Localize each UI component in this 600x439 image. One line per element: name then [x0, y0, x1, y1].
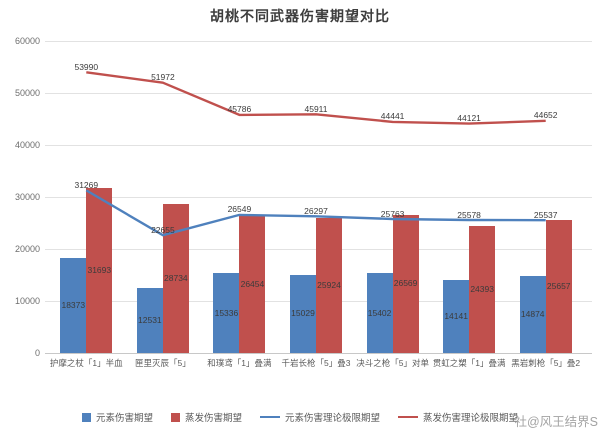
legend-line-swatch — [398, 415, 419, 419]
line-point-label: 26549 — [227, 204, 252, 215]
bar — [519, 275, 546, 353]
x-axis-tick-label: 护摩之杖「1」半血 — [49, 358, 123, 368]
line-point-label: 31269 — [74, 179, 99, 190]
bar-value-label: 14141 — [444, 310, 468, 321]
line-point-label: 44441 — [380, 111, 405, 122]
bar-value-label: 15029 — [291, 308, 315, 319]
x-axis-tick-label: 和璞鸢「1」叠满 — [207, 358, 272, 368]
bar — [290, 274, 316, 353]
y-axis-tick-label: 60000 — [14, 36, 40, 46]
bar-value-label: 26454 — [240, 278, 265, 289]
line-point-label: 25537 — [533, 209, 558, 220]
gridline — [45, 41, 592, 42]
bar-value-label: 18373 — [61, 299, 86, 310]
legend-item: 元素伤害理论极限期望 — [260, 410, 380, 424]
line-point-label: 44652 — [533, 110, 558, 121]
y-axis-tick-label: 50000 — [14, 88, 40, 98]
gridline — [45, 197, 592, 198]
line-point-label: 45786 — [227, 104, 252, 115]
bar — [60, 257, 87, 353]
bar — [443, 279, 470, 353]
bar — [136, 287, 163, 353]
bar — [239, 215, 266, 353]
legend-item: 蒸发伤害期望 — [170, 410, 242, 424]
bar-value-label: 25924 — [317, 280, 341, 291]
bar-value-label: 14874 — [520, 308, 545, 319]
bar — [392, 214, 419, 353]
line-point-label: 53990 — [74, 61, 99, 72]
bar-value-label: 15336 — [214, 307, 239, 318]
gridline — [45, 93, 592, 94]
y-axis-tick-label: 0 — [34, 348, 40, 358]
y-axis-tick-label: 10000 — [14, 296, 40, 306]
bar-value-label: 12531 — [138, 314, 162, 325]
y-axis-tick-label: 20000 — [14, 244, 40, 254]
y-axis-tick-label: 30000 — [14, 192, 40, 202]
legend-label: 蒸发伤害理论极限期望 — [423, 413, 519, 424]
line-point-label: 44121 — [457, 113, 481, 124]
x-axis-tick-label: 决斗之枪「5」对单 — [356, 358, 429, 368]
bar-value-label: 26569 — [393, 278, 418, 289]
legend-item: 元素伤害期望 — [81, 410, 153, 424]
gridline — [45, 353, 592, 354]
x-axis-tick-label: 贯虹之槊「1」叠满 — [432, 358, 506, 368]
legend-square-swatch — [170, 412, 180, 422]
line-point-label: 26297 — [304, 205, 328, 216]
x-axis-tick-label: 千岩长枪「5」叠3 — [281, 358, 351, 368]
line-point-label: 51972 — [151, 72, 175, 83]
line-point-label: 25578 — [457, 209, 481, 220]
bar — [213, 273, 240, 353]
bar-value-label: 24393 — [470, 284, 494, 295]
x-axis-tick-label: 黑岩刺枪「5」叠2 — [511, 358, 581, 368]
chart-title: 胡桃不同武器伤害期望对比 — [210, 8, 390, 24]
line-point-label: 22655 — [151, 224, 175, 235]
bar — [545, 219, 572, 353]
x-axis-tick-label: 匣里灭辰「5」 — [135, 358, 191, 368]
bar-value-label: 15402 — [367, 307, 392, 318]
chart-legend: 元素伤害期望 蒸发伤害期望 元素伤害理论极限期望 蒸发伤害理论极限期望 — [0, 410, 600, 424]
legend-line-swatch — [260, 415, 280, 419]
legend-item: 蒸发伤害理论极限期望 — [398, 410, 518, 424]
bar-value-label: 28734 — [164, 272, 188, 283]
bar — [469, 226, 496, 353]
line-point-label: 45911 — [304, 103, 328, 114]
bar — [366, 272, 393, 353]
legend-label: 元素伤害期望 — [95, 413, 153, 424]
legend-label: 元素伤害理论极限期望 — [285, 413, 381, 424]
legend-square-swatch — [81, 412, 91, 422]
bar — [316, 218, 342, 353]
watermark: 社@风王结界S — [514, 415, 598, 429]
line-point-label: 25763 — [380, 208, 405, 219]
legend-label: 蒸发伤害期望 — [184, 413, 242, 424]
y-axis-tick-label: 40000 — [14, 140, 40, 150]
gridline — [45, 145, 592, 146]
bar-value-label: 31693 — [87, 265, 112, 276]
bar-value-label: 25657 — [546, 280, 571, 291]
